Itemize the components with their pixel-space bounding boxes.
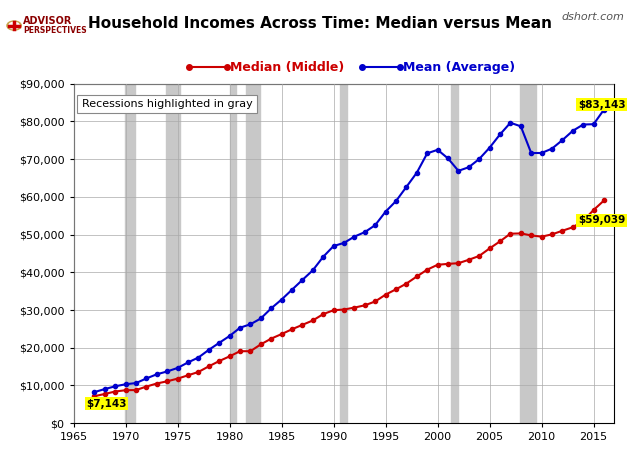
Bar	[166, 84, 180, 423]
Bar	[520, 84, 536, 423]
Bar	[230, 84, 236, 423]
Bar	[246, 84, 260, 423]
Bar	[451, 84, 458, 423]
Bar	[125, 84, 135, 423]
Text: Household Incomes Across Time: Median versus Mean: Household Incomes Across Time: Median ve…	[88, 16, 552, 31]
Text: dshort.com: dshort.com	[561, 12, 624, 22]
Text: ADVISOR: ADVISOR	[23, 16, 72, 26]
Text: Median (Middle): Median (Middle)	[230, 61, 345, 74]
Circle shape	[7, 21, 21, 30]
Text: $7,143: $7,143	[86, 399, 127, 409]
Text: Mean (Average): Mean (Average)	[403, 61, 515, 74]
Circle shape	[9, 22, 19, 29]
Text: $59,039: $59,039	[578, 215, 625, 225]
Bar	[340, 84, 347, 423]
Text: $83,143: $83,143	[578, 100, 626, 110]
Text: Recessions highlighted in gray: Recessions highlighted in gray	[82, 99, 252, 109]
Text: PERSPECTIVES: PERSPECTIVES	[23, 26, 86, 35]
